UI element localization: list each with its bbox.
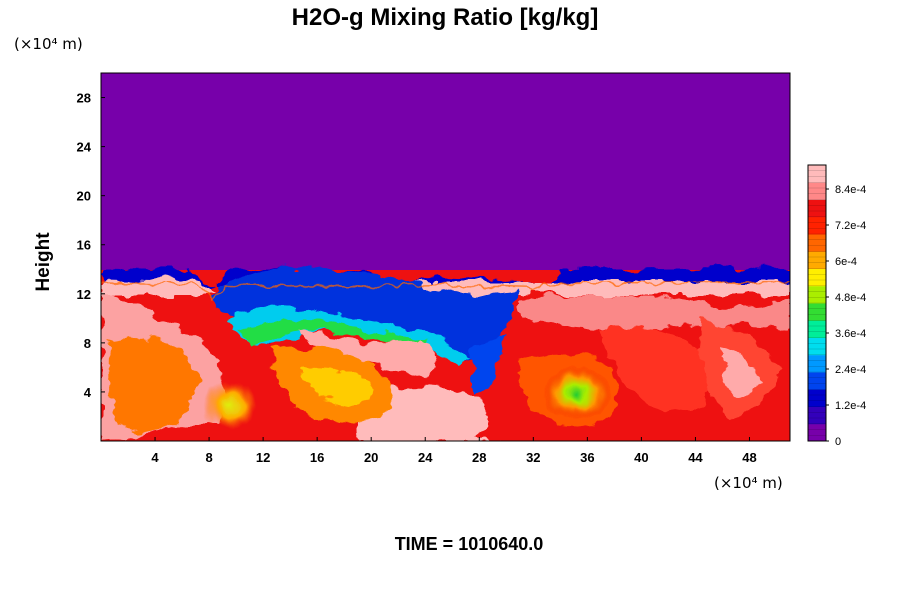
x-tick-label: 4 [151,450,159,465]
y-tick-label: 28 [77,91,91,106]
x-ticks: 4 8 12 16 20 24 28 32 36 40 44 48 [151,437,757,465]
colorbar-tick-label: 2.4e-4 [835,364,866,376]
colorbar-swatch [808,320,826,338]
colorbar-swatch [808,423,826,442]
colorbar-ticks: 0 1.2e-4 2.4e-4 3.6e-4 4.8e-4 6e-4 7.2e-4 8.4e-… [826,184,866,448]
x-tick-label: 28 [472,450,486,465]
colorbar-swatch [808,199,826,218]
y-tick-label: 16 [77,238,91,253]
x-tick-label: 24 [418,450,433,465]
colorbar-swatch [808,354,826,373]
plot-frame [100,72,791,442]
x-tick-label: 20 [364,450,378,465]
colorbar [807,164,827,442]
colorbar-tick-label: 3.6e-4 [835,328,866,340]
y-tick-label: 20 [77,189,91,204]
x-tick-label: 36 [580,450,594,465]
chart-title: H2O-g Mixing Ratio [kg/kg] [292,4,599,31]
vortex-core-left [202,381,258,429]
y-tick-label: 4 [84,385,92,400]
colorbar-swatch [808,182,826,200]
y-axis-label: Height [33,232,54,292]
y-tick-label: 8 [84,336,91,351]
colorbar-swatch [808,372,826,390]
colorbar-swatch [808,337,826,356]
x-tick-label: 12 [256,450,270,465]
colorbar-swatch [808,216,826,235]
colorbar-frame [807,164,827,442]
colorbar-swatch [808,251,826,269]
colorbar-swatch [808,285,826,304]
colorbar-tick-label: 1.2e-4 [835,400,866,412]
heatmap-field [101,73,790,441]
y-tick-label: 24 [77,140,92,155]
colorbar-tick-label: 7.2e-4 [835,220,866,232]
colorbar-swatch [808,389,826,407]
x-axis-unit: (×10⁴ m) [714,474,783,492]
colorbar-swatch [808,165,826,183]
colorbar-swatch [808,406,826,425]
colorbar-tick-label: 6e-4 [835,256,857,268]
colorbar-tick-label: 0 [835,436,841,448]
colorbar-swatch [808,234,826,252]
y-axis-unit: (×10⁴ m) [14,35,83,53]
x-tick-label: 48 [742,450,756,465]
vortex-cores [202,367,611,441]
colorbar-swatch [808,268,826,287]
colorbar-tick-label: 4.8e-4 [835,292,866,304]
y-tick-label: 12 [77,287,91,302]
x-tick-label: 16 [310,450,324,465]
colorbar-swatch [808,303,826,321]
colorbar-tick-label: 8.4e-4 [835,184,866,196]
vortex-core-right [543,367,611,419]
x-tick-label: 32 [526,450,540,465]
y-ticks: 4 8 12 16 20 24 28 [77,91,105,400]
x-tick-label: 44 [688,450,703,465]
time-label: TIME = 1010640.0 [395,534,544,554]
x-tick-label: 8 [205,450,212,465]
x-tick-label: 40 [634,450,648,465]
